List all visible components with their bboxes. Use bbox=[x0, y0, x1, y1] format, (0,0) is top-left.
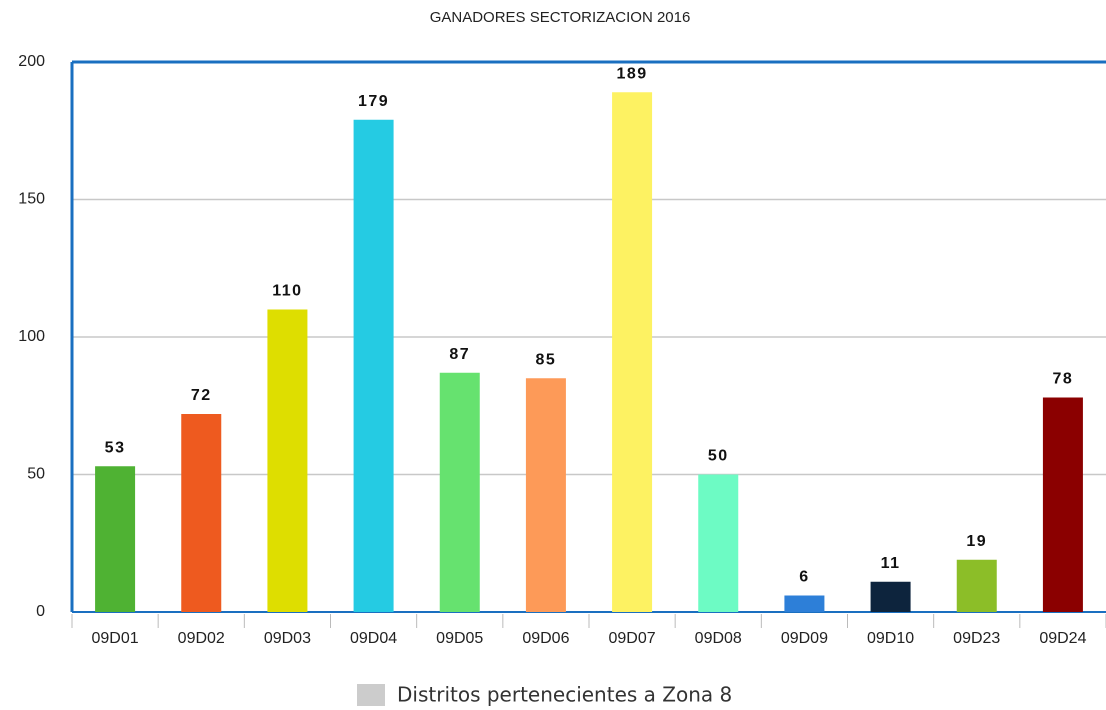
bar bbox=[267, 309, 308, 612]
x-tick-label: 09D02 bbox=[178, 630, 225, 647]
x-tick-label: 09D08 bbox=[695, 630, 742, 647]
data-label: 53 bbox=[105, 439, 126, 456]
bar bbox=[612, 92, 653, 612]
x-tick-label: 09D09 bbox=[781, 630, 828, 647]
x-tick-label: 09D03 bbox=[264, 630, 311, 647]
bar bbox=[784, 595, 825, 612]
chart-title: GANADORES SECTORIZACION 2016 bbox=[430, 9, 691, 26]
legend-label: Distritos pertenecientes a Zona 8 bbox=[397, 683, 732, 707]
data-label: 6 bbox=[799, 569, 809, 586]
bar bbox=[870, 581, 911, 612]
x-tick-label: 09D01 bbox=[92, 630, 139, 647]
data-label: 87 bbox=[449, 346, 470, 363]
x-tick-label: 09D06 bbox=[522, 630, 569, 647]
y-tick-label: 50 bbox=[27, 466, 45, 483]
x-tick-label: 09D23 bbox=[953, 630, 1000, 647]
y-tick-label: 0 bbox=[36, 603, 45, 620]
x-tick-label: 09D10 bbox=[867, 630, 914, 647]
y-tick-label: 150 bbox=[18, 191, 45, 208]
data-label: 189 bbox=[616, 65, 647, 82]
bar bbox=[439, 372, 480, 612]
bar bbox=[353, 119, 394, 612]
bar bbox=[181, 414, 222, 612]
bar bbox=[956, 559, 997, 612]
bar bbox=[698, 474, 739, 612]
data-label: 11 bbox=[881, 555, 901, 572]
data-label: 110 bbox=[272, 283, 302, 300]
data-label: 72 bbox=[191, 387, 212, 404]
bar bbox=[1042, 397, 1083, 612]
y-tick-label: 200 bbox=[18, 53, 45, 70]
legend-swatch bbox=[357, 684, 385, 706]
y-tick-label: 100 bbox=[18, 328, 45, 345]
x-tick-label: 09D04 bbox=[350, 630, 397, 647]
data-label: 85 bbox=[536, 351, 557, 368]
data-label: 50 bbox=[708, 448, 729, 465]
bar bbox=[525, 378, 566, 612]
data-label: 179 bbox=[358, 93, 389, 110]
data-label: 78 bbox=[1053, 371, 1074, 388]
x-tick-label: 09D05 bbox=[436, 630, 483, 647]
x-tick-label: 09D07 bbox=[609, 630, 656, 647]
x-tick-label: 09D24 bbox=[1039, 630, 1086, 647]
bar bbox=[95, 466, 136, 612]
data-label: 19 bbox=[966, 533, 987, 550]
